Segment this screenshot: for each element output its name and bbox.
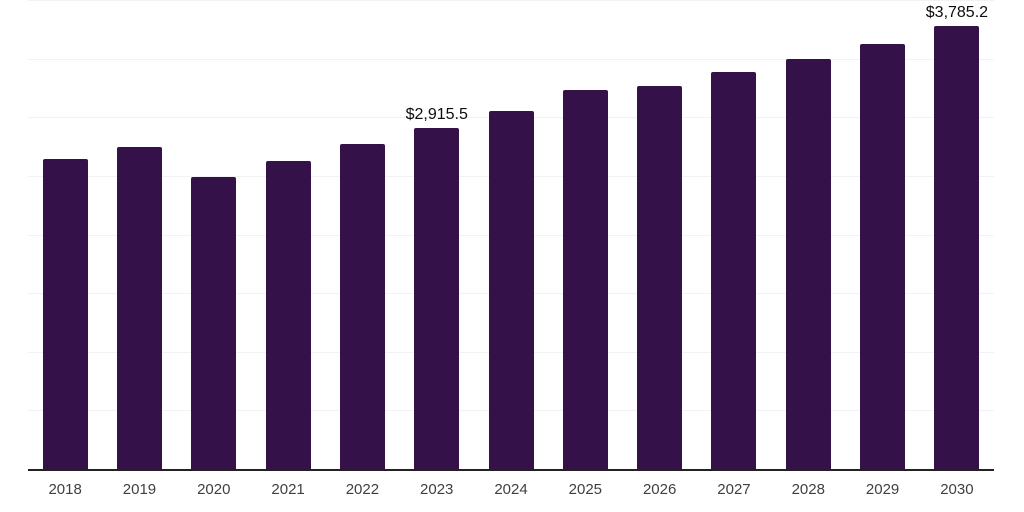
x-tick-2018: 2018 <box>48 481 82 498</box>
bar-slot-2020 <box>177 0 251 470</box>
bar-slot-2022 <box>325 0 399 470</box>
bar-slot-2018 <box>28 0 102 470</box>
bar-2026[interactable] <box>637 85 683 470</box>
bar-2018[interactable] <box>42 159 88 470</box>
x-axis-labels: 2018 2019 2020 2021 2022 2023 2024 2025 2026 2027… <box>28 480 994 500</box>
x-tick-2027: 2027 <box>717 481 751 498</box>
bar-slot-2026 <box>623 0 697 470</box>
bar-2019[interactable] <box>116 146 162 470</box>
data-label-2023: $2,915.5 <box>405 106 468 124</box>
bar-slot-2021 <box>251 0 325 470</box>
gridline-4000 <box>28 0 994 1</box>
bar-2023[interactable] <box>414 128 460 470</box>
bar-2029[interactable] <box>860 44 906 470</box>
bar-2027[interactable] <box>711 71 757 470</box>
bar-2030[interactable] <box>934 26 980 470</box>
bar-slot-2027 <box>697 0 771 470</box>
plot-area: $2,915.5 $3,785.2 <box>28 0 994 471</box>
x-tick-2020: 2020 <box>197 481 231 498</box>
bar-2024[interactable] <box>488 110 534 470</box>
x-tick-2028: 2028 <box>791 481 825 498</box>
bar-2021[interactable] <box>265 160 311 470</box>
x-tick-2023: 2023 <box>420 481 454 498</box>
x-tick-2019: 2019 <box>122 481 157 498</box>
x-tick-2022: 2022 <box>345 481 380 498</box>
bar-slot-2028 <box>771 0 845 470</box>
data-label-2030: $3,785.2 <box>925 4 989 22</box>
gridline-3500 <box>28 58 994 60</box>
x-tick-2021: 2021 <box>271 481 305 498</box>
x-tick-2024: 2024 <box>494 481 528 498</box>
bar-slot-2030: $3,785.2 <box>920 0 994 470</box>
bar-2025[interactable] <box>562 89 608 470</box>
bar-2020[interactable] <box>191 176 237 470</box>
bar-slot-2024 <box>474 0 548 470</box>
x-tick-2026: 2026 <box>642 481 677 498</box>
bar-slot-2023: $2,915.5 <box>400 0 474 470</box>
bar-slot-2025 <box>548 0 622 470</box>
bar-slot-2029 <box>845 0 919 470</box>
x-tick-2025: 2025 <box>568 481 603 498</box>
bar-series: $2,915.5 $3,785.2 <box>28 0 994 470</box>
bar-2022[interactable] <box>339 144 385 470</box>
bar-2028[interactable] <box>785 59 831 470</box>
x-axis-line <box>28 469 994 471</box>
x-tick-2029: 2029 <box>865 481 900 498</box>
bar-slot-2019 <box>102 0 176 470</box>
x-tick-2030: 2030 <box>940 481 974 498</box>
